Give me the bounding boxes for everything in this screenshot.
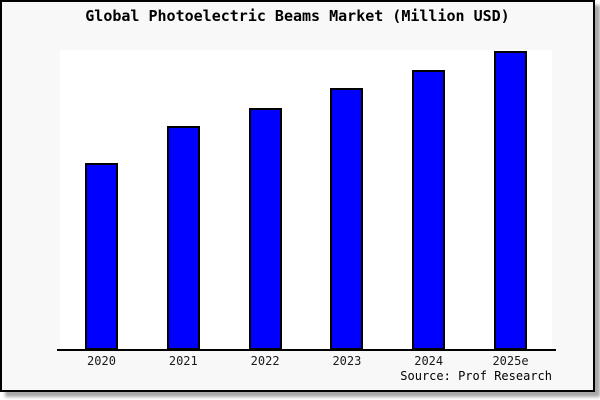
bar-2022 bbox=[248, 107, 282, 350]
bar-2023 bbox=[330, 88, 364, 350]
x-tick-label-2024: 2024 bbox=[414, 354, 444, 368]
source-attribution: Source: Prof Research bbox=[400, 369, 552, 383]
plot-area bbox=[60, 50, 552, 350]
x-tick-label-2025e: 2025e bbox=[492, 354, 529, 368]
x-tick-label-2022: 2022 bbox=[250, 354, 280, 368]
chart-title: Global Photoelectric Beams Market (Milli… bbox=[85, 7, 510, 25]
x-axis-line bbox=[57, 349, 556, 351]
x-tick-label-2020: 2020 bbox=[87, 354, 116, 368]
x-tick-label-2023: 2023 bbox=[332, 354, 362, 368]
chart-container: Global Photoelectric Beams Market (Milli… bbox=[0, 0, 595, 392]
x-tick-label-2021: 2021 bbox=[168, 354, 198, 368]
bar-2021 bbox=[166, 125, 200, 350]
bar-2024 bbox=[412, 69, 446, 350]
bar-2020 bbox=[85, 163, 118, 350]
bar-2025e bbox=[494, 50, 527, 350]
